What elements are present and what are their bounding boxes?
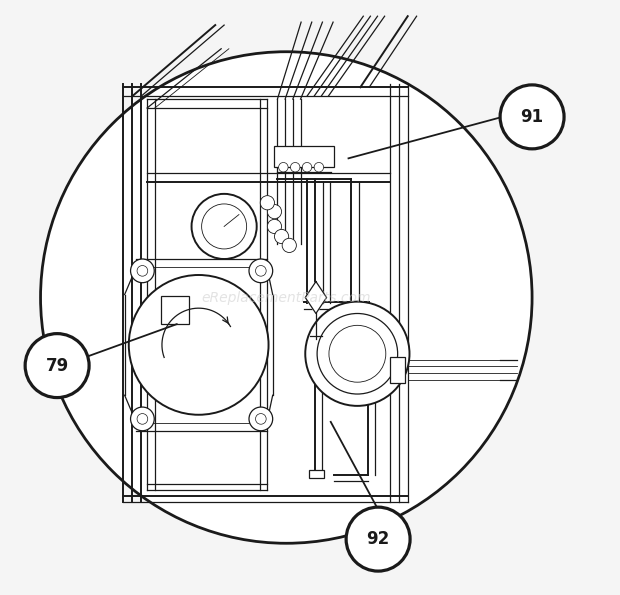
Circle shape: [40, 52, 532, 543]
Circle shape: [303, 162, 312, 172]
Circle shape: [131, 259, 154, 283]
Circle shape: [192, 194, 257, 259]
Text: eReplacementParts.com: eReplacementParts.com: [202, 290, 371, 305]
Circle shape: [314, 162, 324, 172]
Bar: [309, 471, 324, 478]
Circle shape: [290, 162, 300, 172]
Bar: [161, 296, 189, 324]
Circle shape: [275, 230, 289, 243]
Circle shape: [129, 275, 268, 415]
Bar: [275, 146, 334, 167]
Bar: [390, 357, 405, 383]
Circle shape: [25, 334, 89, 397]
Polygon shape: [305, 281, 327, 314]
Circle shape: [500, 85, 564, 149]
Circle shape: [131, 407, 154, 431]
Text: 92: 92: [366, 530, 390, 548]
Circle shape: [267, 205, 281, 219]
Text: 79: 79: [45, 356, 69, 375]
Circle shape: [249, 407, 273, 431]
Text: 91: 91: [521, 108, 544, 126]
Circle shape: [267, 220, 281, 234]
Circle shape: [282, 238, 296, 252]
Circle shape: [260, 196, 275, 210]
Circle shape: [278, 162, 288, 172]
Circle shape: [346, 507, 410, 571]
Circle shape: [305, 302, 409, 406]
Circle shape: [249, 259, 273, 283]
